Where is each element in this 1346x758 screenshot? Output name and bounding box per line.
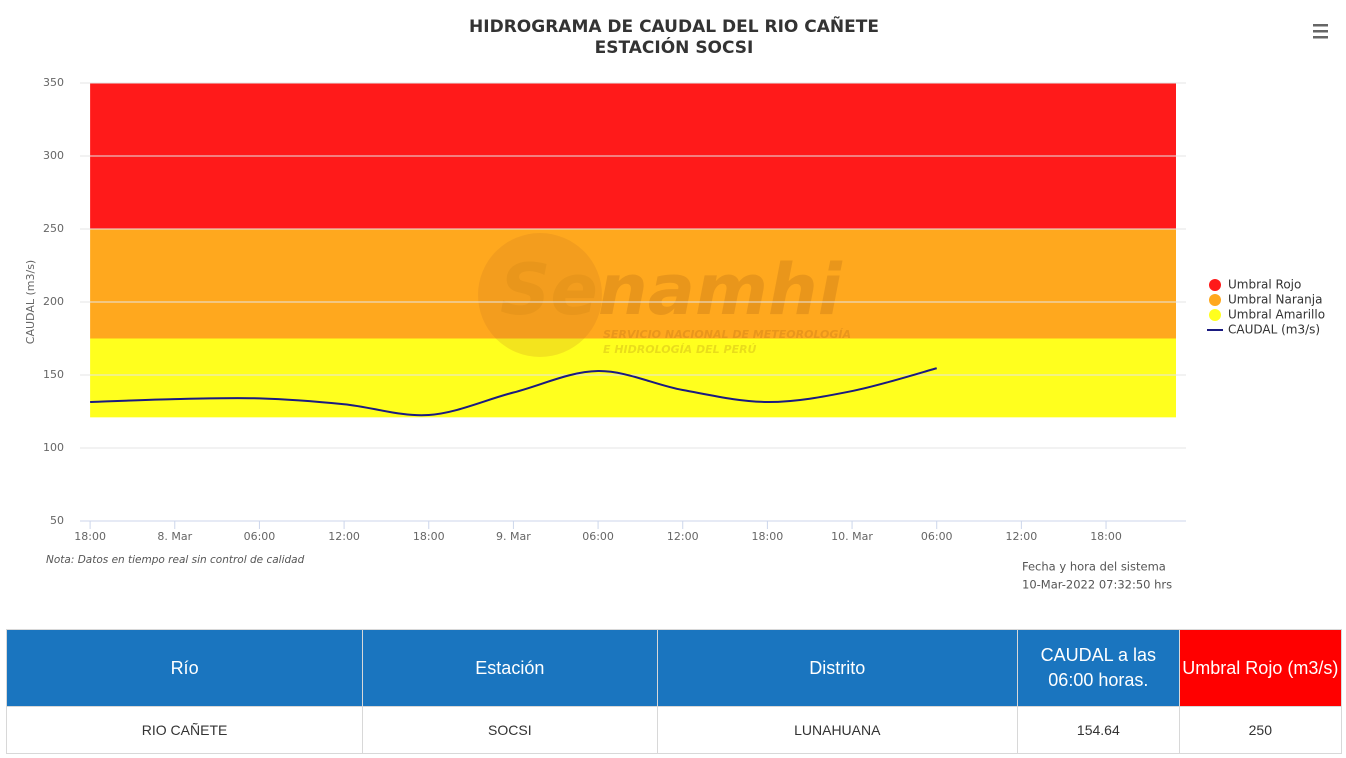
table-cell: 154.64 xyxy=(1017,706,1180,754)
note: Nota: Datos en tiempo real sin control d… xyxy=(46,554,305,566)
threshold-band xyxy=(90,229,1176,339)
table-header: CAUDAL a las 06:00 horas. xyxy=(1017,629,1180,707)
legend-label: Umbral Rojo xyxy=(1228,278,1301,292)
x-tick-label: 12:00 xyxy=(1006,530,1038,543)
x-tick-label: 06:00 xyxy=(244,530,276,543)
chart-title: HIDROGRAMA DE CAUDAL DEL RIO CAÑETE xyxy=(469,14,879,37)
watermark-brand: Senamhi xyxy=(500,249,843,331)
legend-marker xyxy=(1209,309,1221,321)
y-tick-label: 250 xyxy=(43,222,64,235)
menu-bar xyxy=(1313,30,1328,33)
x-tick-label: 12:00 xyxy=(328,530,360,543)
chart: HIDROGRAMA DE CAUDAL DEL RIO CAÑETE ESTA… xyxy=(24,14,1334,592)
watermark-line: SERVICIO NACIONAL DE METEOROLOGÍA xyxy=(603,328,851,341)
x-tick-label: 18:00 xyxy=(752,530,784,543)
system-time-label: Fecha y hora del sistema xyxy=(1022,560,1166,574)
menu-bar xyxy=(1313,24,1328,27)
y-tick-label: 300 xyxy=(43,149,64,162)
x-tick-label: 18:00 xyxy=(74,530,106,543)
table-cell: SOCSI xyxy=(362,706,658,754)
x-tick-label: 12:00 xyxy=(667,530,699,543)
y-tick-label: 100 xyxy=(43,441,64,454)
table-header: Distrito xyxy=(656,629,1019,707)
x-tick-label: 18:00 xyxy=(413,530,445,543)
table-header: Umbral Rojo (m3/s) xyxy=(1178,629,1343,707)
series-line xyxy=(90,367,937,417)
chart-subtitle: ESTACIÓN SOCSI xyxy=(595,36,754,58)
summary-table: Río Estación Distrito CAUDAL a las 06:00 ho… xyxy=(5,629,1343,754)
legend-marker xyxy=(1209,294,1221,306)
x-tick-label: 10. Mar xyxy=(831,530,873,543)
y-tick-label: 50 xyxy=(50,514,64,527)
y-axis-label: CAUDAL (m3/s) xyxy=(24,260,37,344)
table-row: RIO CAÑETE SOCSI LUNAHUANA 154.64 250 xyxy=(5,706,1343,754)
table-cell: LUNAHUANA xyxy=(656,706,1019,754)
legend-marker xyxy=(1209,279,1221,291)
legend-label: Umbral Amarillo xyxy=(1228,308,1325,322)
table-cell: 250 xyxy=(1178,706,1343,754)
x-tick-label: 18:00 xyxy=(1090,530,1122,543)
table-body: RIO CAÑETE SOCSI LUNAHUANA 154.64 250 xyxy=(5,706,1343,754)
y-tick-label: 150 xyxy=(43,368,64,381)
watermark-sun xyxy=(478,233,602,357)
x-tick-label: 06:00 xyxy=(582,530,614,543)
legend-label: CAUDAL (m3/s) xyxy=(1228,323,1320,337)
x-tick-label: 8. Mar xyxy=(157,530,192,543)
menu-button[interactable] xyxy=(1306,18,1334,44)
table-cell: RIO CAÑETE xyxy=(5,706,364,754)
table-header: Río xyxy=(5,629,364,707)
x-tick-label: 9. Mar xyxy=(496,530,531,543)
legend-label: Umbral Naranja xyxy=(1228,293,1322,307)
threshold-band xyxy=(90,338,1176,418)
y-tick-label: 350 xyxy=(43,76,64,89)
header-row: Río Estación Distrito CAUDAL a las 06:00 ho… xyxy=(5,629,1343,707)
system-time: 10-Mar-2022 07:32:50 hrs xyxy=(1022,578,1172,592)
watermark-line: E HIDROLOGÍA DEL PERÚ xyxy=(603,343,757,356)
y-tick-label: 200 xyxy=(43,295,64,308)
menu-bar xyxy=(1313,36,1328,39)
x-tick-label: 06:00 xyxy=(921,530,953,543)
table-header: Estación xyxy=(362,629,658,707)
